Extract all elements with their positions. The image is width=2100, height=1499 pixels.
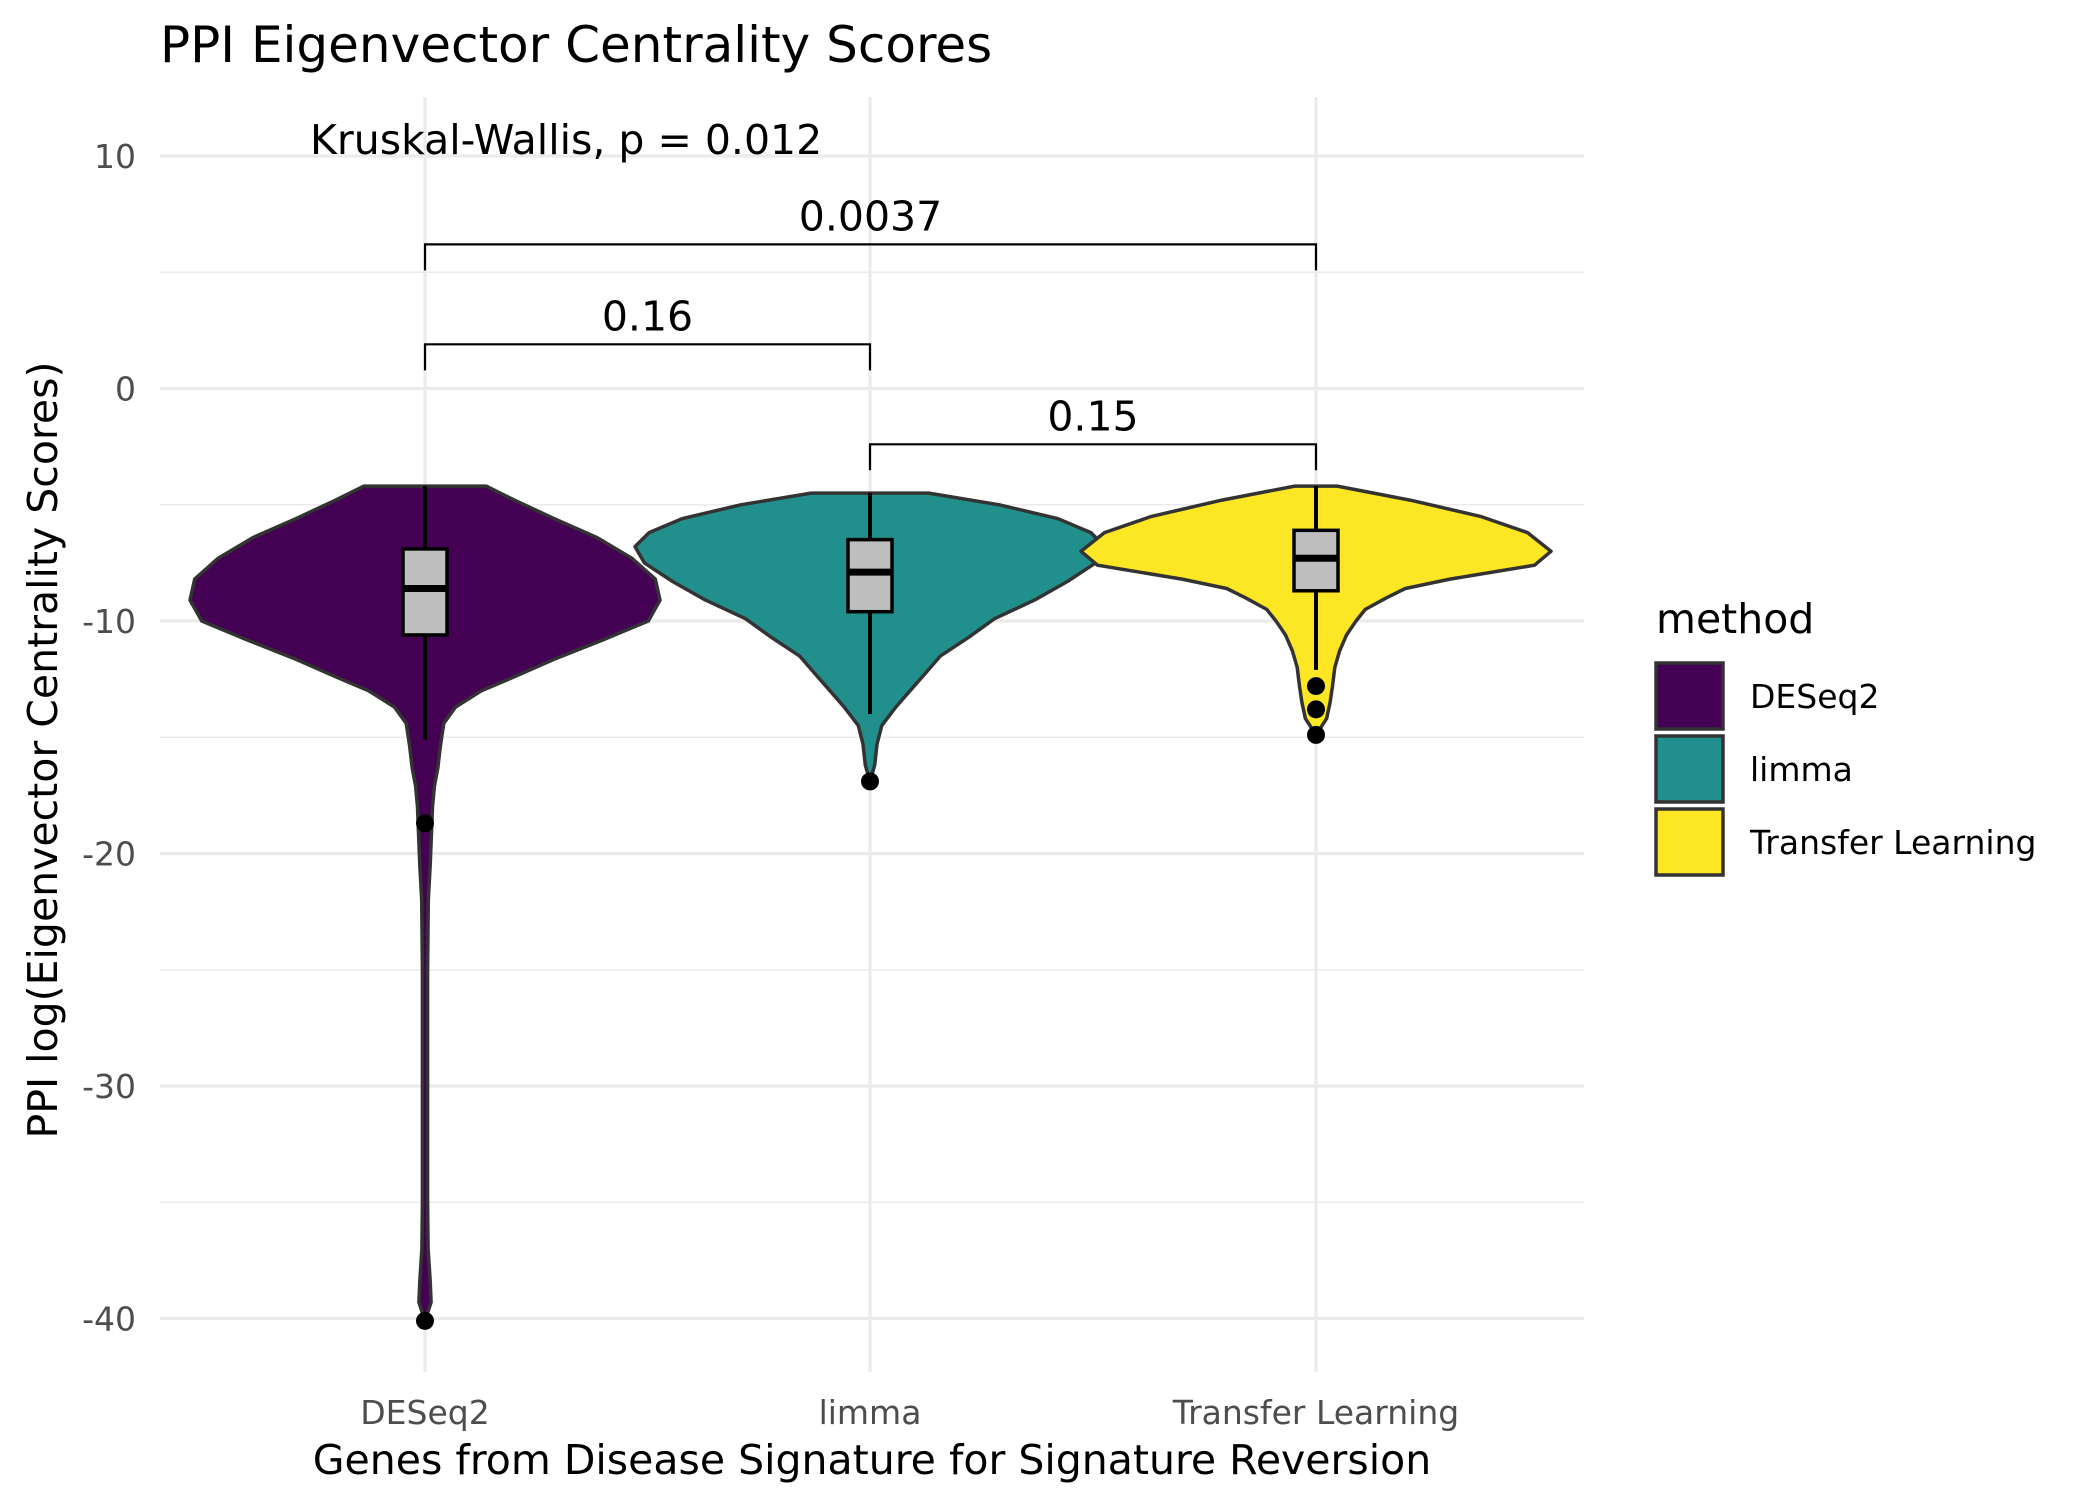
x-ticks: DESeq2 limma Transfer Learning [360, 1393, 1459, 1432]
y-tick-label: -10 [82, 602, 136, 641]
y-tick-label: 0 [115, 370, 136, 409]
legend-label: Transfer Learning [1749, 823, 2036, 862]
x-axis-title: Genes from Disease Signature for Signatu… [313, 1436, 1431, 1484]
x-tick-label: Transfer Learning [1172, 1393, 1459, 1432]
outlier-point [416, 814, 434, 833]
outlier-point [416, 1311, 434, 1330]
y-tick-label: 10 [94, 137, 136, 176]
comparison-bracket [423, 343, 872, 371]
comparison-p-value: 0.16 [602, 292, 693, 340]
y-tick-label: -40 [82, 1300, 136, 1339]
outlier-point [1307, 725, 1325, 744]
kruskal-wallis-label: Kruskal-Wallis, p = 0.012 [310, 116, 822, 164]
x-tick-label: limma [819, 1393, 922, 1432]
violin-deseq2 [188, 484, 662, 1323]
legend-label: DESeq2 [1750, 677, 1879, 716]
comparison-p-value: 0.15 [1047, 392, 1138, 440]
comparison-p-value: 0.0037 [799, 192, 942, 240]
y-axis-title: PPI log(Eigenvector Centrality Scores) [19, 362, 67, 1139]
legend: method DESeq2 limma Transfer Learning [1654, 595, 2036, 877]
chart-title: PPI Eigenvector Centrality Scores [160, 16, 992, 74]
y-tick-label: -30 [82, 1067, 136, 1106]
outlier-point [1307, 700, 1325, 719]
outlier-point [861, 772, 879, 791]
annotations: 0.0037 0.16 0.15 [423, 192, 1318, 471]
comparison-bracket [423, 243, 1318, 271]
y-tick-label: -20 [82, 835, 136, 874]
legend-key-deseq2 [1654, 661, 1725, 731]
outlier-point [1307, 677, 1325, 696]
violins [188, 484, 1553, 1330]
x-tick-label: DESeq2 [360, 1393, 489, 1432]
comparison-bracket [868, 443, 1318, 471]
legend-key-limma [1654, 734, 1725, 804]
y-ticks: 10 0 -10 -20 -30 -40 [82, 137, 136, 1339]
legend-title: method [1656, 595, 1814, 643]
legend-key-transfer-learning [1654, 807, 1725, 877]
legend-label: limma [1750, 750, 1853, 789]
